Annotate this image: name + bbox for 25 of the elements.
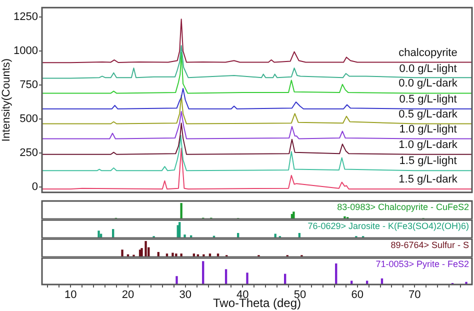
x-tick-label: 60 xyxy=(351,289,364,302)
series-label: 1.5 g/L-light xyxy=(399,155,457,168)
series-label: chalcopyrite xyxy=(398,47,458,60)
series-label: 1.0 g/L-light xyxy=(399,123,457,136)
x-tick-label: 70 xyxy=(408,289,421,302)
text: 89-6764> Sulfur - S xyxy=(390,240,469,250)
series-label: 0.5 g/L-light xyxy=(399,93,457,106)
y-tick-label: 750 xyxy=(20,79,38,92)
series-label: 76-0629> Jarosite - K(Fe3(SO4)2(OH)6) xyxy=(308,220,469,231)
series-label: 0.0 g/L-dark xyxy=(398,78,458,90)
series-label: 1.0 g/L-dark xyxy=(398,138,458,151)
x-tick-label: 20 xyxy=(122,289,134,302)
y-tick-label: 250 xyxy=(20,147,38,160)
x-tick-label: 10 xyxy=(64,289,77,302)
y-tick-label: 1000 xyxy=(14,45,38,58)
y-tick-label: 1250 xyxy=(14,11,38,24)
y-tick-label: 0 xyxy=(32,180,38,193)
y-axis-title: Intensity(Counts) xyxy=(0,58,13,142)
series-label: 71-0053> Pyrite - FeS2 xyxy=(376,258,469,269)
series-label: 83-0983> Chalcopyrite - CuFeS2 xyxy=(337,202,469,212)
series-label: 0.5 g/L-dark xyxy=(398,108,458,120)
y-tick-label: 500 xyxy=(20,113,38,126)
series-label: 0.0 g/L-light xyxy=(399,62,457,75)
series-label: 1.5 g/L-dark xyxy=(398,174,458,186)
x-tick-label: 30 xyxy=(179,289,192,302)
